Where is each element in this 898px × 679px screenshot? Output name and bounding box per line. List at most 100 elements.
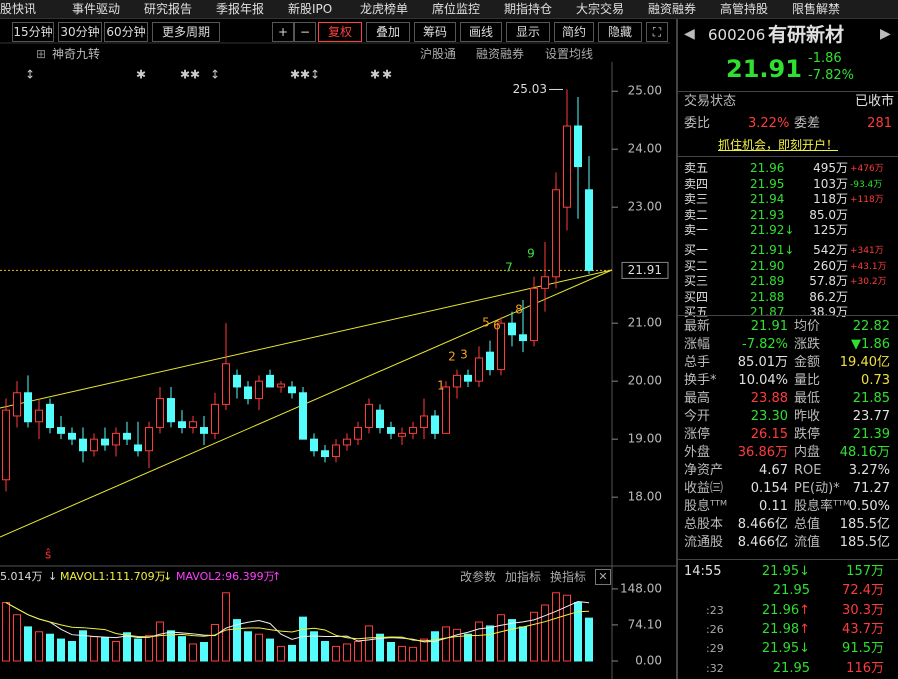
candle-body — [409, 427, 417, 434]
indicator-action[interactable]: 换指标 — [550, 570, 587, 584]
candle-body — [222, 363, 230, 405]
tool-button[interactable]: 复权 — [318, 22, 362, 42]
stat-label: 涨停 — [684, 427, 711, 442]
volume-bar — [288, 644, 296, 662]
mavol1: MAVOL1:111.709万 — [60, 570, 166, 583]
book-level: 买一 — [684, 243, 709, 257]
tick-volume: 91.5万 — [842, 641, 884, 657]
volume-bar — [35, 631, 43, 662]
period-button[interactable]: 60分钟 — [104, 22, 148, 42]
open-account-banner[interactable]: 抓住机会，即刻开户！ — [718, 138, 839, 152]
td-mark: 3 — [460, 348, 468, 362]
close-button[interactable]: ✕ — [595, 569, 611, 585]
candle-body — [497, 322, 505, 371]
volume-bar — [211, 623, 219, 662]
menu-item[interactable]: 股快讯 — [0, 2, 37, 16]
zoom-in[interactable]: + — [272, 22, 294, 42]
tick-time: :32 — [706, 661, 724, 675]
candle-body — [354, 427, 362, 440]
tool-button[interactable]: 显示 — [506, 22, 550, 42]
indicator-link[interactable]: 融资融券 — [476, 47, 525, 61]
stock-name: 有研新材 — [768, 24, 845, 46]
tool-button[interactable]: 画线 — [460, 22, 502, 42]
candle-body — [145, 427, 153, 452]
stat-label: 总值 — [794, 517, 821, 532]
candle-body — [343, 438, 351, 446]
stat-label: 均价 — [794, 319, 821, 334]
stat-value: 26.15 — [750, 427, 788, 442]
candle-body — [79, 438, 87, 452]
menu-item[interactable]: 高管持股 — [720, 2, 769, 16]
book-change: +341万 — [850, 246, 884, 256]
candle-body — [431, 415, 439, 434]
indicator-name[interactable]: 神奇九转 — [52, 47, 101, 61]
book-level: 卖五 — [684, 161, 709, 175]
menu-item[interactable]: 事件驱动 — [72, 2, 121, 16]
fullscreen[interactable]: ⛶ — [646, 22, 668, 42]
row-divider — [678, 156, 898, 157]
candle-body — [299, 392, 307, 440]
weidiff-value: 281 — [867, 116, 892, 131]
tool-button[interactable]: 筹码 — [414, 22, 456, 42]
indicator-action[interactable]: 改参数 — [460, 570, 497, 584]
menu-item[interactable]: 研究报告 — [144, 2, 193, 16]
candle-body — [68, 432, 76, 440]
tool-button[interactable]: 隐藏 — [598, 22, 642, 42]
menu-item[interactable]: 融资融券 — [648, 2, 697, 16]
volume-bar — [365, 625, 373, 662]
candle-body — [310, 438, 318, 452]
stat-label: 总股本 — [684, 517, 724, 532]
arrow: ↓ — [163, 570, 173, 583]
indicator-link[interactable]: 设置均线 — [545, 47, 594, 61]
volume-bar — [134, 638, 142, 662]
tick-volume: 116万 — [846, 660, 884, 676]
volume-bar — [255, 633, 263, 662]
period-button[interactable]: 更多周期 — [152, 22, 220, 42]
indicator-action[interactable]: 加指标 — [505, 570, 542, 584]
nav-prev[interactable]: ◀ — [684, 26, 695, 42]
stat-label: 昨收 — [794, 409, 821, 424]
period-button[interactable]: 30分钟 — [58, 22, 102, 42]
menu-item[interactable]: 限售解禁 — [792, 2, 841, 16]
candle-body — [453, 374, 461, 388]
menu-item[interactable]: 新股IPO — [288, 2, 333, 16]
book-level: 卖四 — [684, 176, 709, 191]
nav-next[interactable]: ▶ — [880, 26, 891, 42]
tool-button[interactable]: 叠加 — [366, 22, 410, 42]
row-divider — [678, 559, 898, 560]
volume-bar — [574, 602, 582, 662]
stat-label: ROE — [794, 463, 822, 478]
td-mark: 1 — [437, 379, 445, 393]
svg-text:↕: ↕ — [210, 68, 220, 82]
stock-price: 21.91 — [726, 55, 802, 83]
tick-volume: 157万 — [846, 564, 884, 579]
td-mark: 5 — [482, 316, 490, 330]
volume-bar — [354, 641, 362, 662]
tick-time: 14:55 — [684, 564, 722, 579]
menu-item[interactable]: 大宗交易 — [576, 2, 625, 16]
svg-text:✱: ✱ — [300, 68, 310, 82]
candle-body — [244, 386, 252, 400]
candle-body — [24, 392, 32, 423]
period-button[interactable]: 15分钟 — [12, 22, 54, 42]
stat-value: 185.5亿 — [839, 517, 890, 532]
indicator-link[interactable]: 沪股通 — [420, 47, 457, 61]
volume-bar — [387, 641, 395, 662]
book-volume: 57.8万 — [809, 274, 848, 289]
volume-bar — [57, 638, 65, 662]
candle-body — [541, 276, 549, 289]
menu-item[interactable]: 期指持仓 — [504, 2, 553, 16]
menu-item[interactable]: 席位监控 — [432, 2, 481, 16]
menu-bar: 股快讯 事件驱动 研究报告 季报年报 新股IPO 龙虎榜单 席位监控 期指持仓 大宗交易 融资融券… — [0, 0, 898, 19]
tool-button[interactable]: 简约 — [554, 22, 594, 42]
zoom-out[interactable]: − — [294, 22, 316, 42]
menu-item[interactable]: 龙虎榜单 — [360, 2, 409, 16]
volume-bar — [398, 645, 406, 662]
book-volume: 495万 — [813, 161, 848, 175]
menu-item[interactable]: 季报年报 — [216, 2, 265, 16]
book-change: -93.4万 — [850, 179, 883, 190]
stat-value: 23.30 — [750, 409, 788, 424]
candle-body — [35, 409, 43, 423]
volume-bar — [266, 638, 274, 662]
